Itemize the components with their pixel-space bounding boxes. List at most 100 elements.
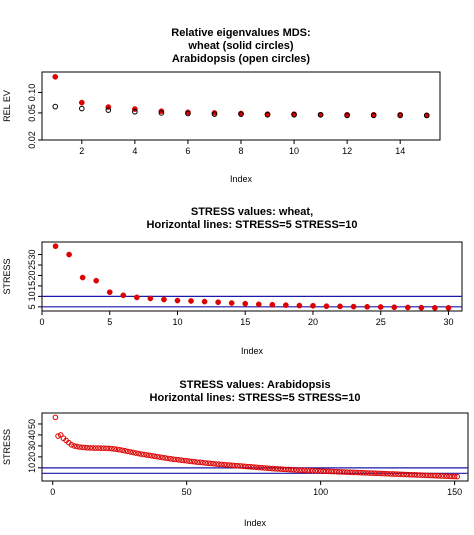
- y-tick-label: 40: [27, 430, 37, 440]
- data-point: [325, 468, 332, 475]
- data-point: [446, 473, 453, 480]
- data-point: [105, 107, 112, 113]
- data-point: [253, 464, 260, 471]
- y-tick-label: 0.10: [27, 84, 37, 102]
- data-point: [229, 462, 236, 469]
- data-point: [432, 305, 438, 311]
- data-point: [95, 445, 102, 451]
- data-point: [256, 464, 262, 471]
- y-tick-label: 30: [27, 441, 37, 451]
- plot-frame: [41, 412, 469, 482]
- data-point: [304, 467, 311, 474]
- data-point: [443, 473, 450, 479]
- y-tick-label: 20: [27, 270, 37, 280]
- data-point: [317, 468, 324, 474]
- data-point: [451, 473, 458, 480]
- data-point: [433, 472, 439, 479]
- data-point: [181, 457, 187, 464]
- data-point: [336, 468, 343, 475]
- y-axis-label: REL EV: [2, 90, 12, 122]
- chart-title-line: STRESS values: Arabidopsis: [179, 379, 330, 391]
- data-point: [141, 451, 147, 458]
- data-point: [364, 303, 371, 310]
- x-tick-label: 25: [376, 317, 386, 327]
- data-point: [285, 466, 292, 473]
- data-point: [173, 456, 179, 463]
- data-point: [232, 462, 238, 469]
- x-axis-label: Index: [241, 346, 264, 356]
- data-point: [331, 468, 337, 475]
- data-point: [199, 459, 206, 466]
- series-1: [52, 243, 452, 311]
- data-point: [90, 445, 96, 451]
- x-tick-label: 10: [172, 317, 182, 327]
- data-point: [237, 463, 244, 469]
- x-tick-label: 14: [395, 146, 405, 156]
- data-point: [245, 463, 252, 470]
- x-tick-label: 5: [107, 317, 112, 327]
- x-tick-label: 6: [185, 146, 190, 156]
- data-point: [216, 461, 222, 468]
- y-tick-label: 10: [27, 291, 37, 301]
- data-point: [416, 472, 423, 478]
- data-point: [341, 469, 348, 475]
- data-point: [84, 444, 91, 451]
- data-point: [390, 471, 396, 477]
- data-point: [175, 457, 182, 463]
- x-tick-label: 15: [240, 317, 250, 327]
- data-point: [116, 446, 123, 453]
- data-point: [135, 450, 142, 457]
- data-point: [339, 469, 345, 475]
- data-point: [133, 294, 140, 301]
- data-point: [296, 467, 303, 473]
- data-point: [189, 458, 195, 465]
- data-point: [242, 300, 249, 307]
- x-axis-label: Index: [230, 174, 253, 184]
- data-point: [158, 108, 165, 115]
- data-point: [108, 445, 115, 452]
- data-point: [377, 304, 384, 310]
- data-point: [120, 292, 127, 299]
- data-point: [283, 302, 289, 308]
- data-point: [280, 466, 286, 473]
- data-point: [266, 465, 273, 472]
- data-point: [202, 460, 209, 466]
- data-point: [418, 304, 425, 311]
- x-tick-label: 8: [238, 146, 243, 156]
- data-point: [397, 112, 404, 119]
- data-point: [79, 444, 85, 451]
- data-point: [366, 470, 372, 476]
- data-point: [371, 470, 378, 477]
- x-tick-label: 12: [342, 146, 352, 156]
- data-point: [132, 108, 138, 115]
- x-tick-label: 10: [289, 146, 299, 156]
- data-point: [288, 466, 294, 473]
- data-point: [114, 446, 120, 453]
- data-point: [68, 442, 75, 448]
- y-tick-label: 10: [27, 463, 37, 473]
- data-point: [317, 111, 324, 118]
- x-tick-label: 100: [313, 487, 328, 497]
- data-point: [66, 251, 72, 258]
- data-point: [425, 472, 431, 479]
- data-point: [103, 445, 110, 452]
- data-point: [387, 471, 394, 477]
- data-point: [299, 467, 305, 474]
- chart-title-line: STRESS values: wheat,: [191, 206, 313, 218]
- data-point: [138, 451, 144, 457]
- data-point: [333, 468, 340, 475]
- data-point: [419, 472, 426, 478]
- data-point: [363, 470, 369, 476]
- data-point: [106, 289, 113, 296]
- data-point: [408, 471, 415, 478]
- data-point: [360, 469, 367, 476]
- data-point: [79, 105, 85, 112]
- data-point: [100, 445, 107, 452]
- data-point: [435, 473, 442, 479]
- data-point: [328, 468, 335, 475]
- data-point: [379, 470, 386, 477]
- chart-title-line: Horizontal lines: STRESS=5 STRESS=10: [147, 219, 358, 231]
- data-point: [403, 471, 410, 478]
- chart-panel-1: Relative eigenvalues MDS:wheat (solid ci…: [2, 27, 441, 184]
- data-point: [143, 452, 150, 458]
